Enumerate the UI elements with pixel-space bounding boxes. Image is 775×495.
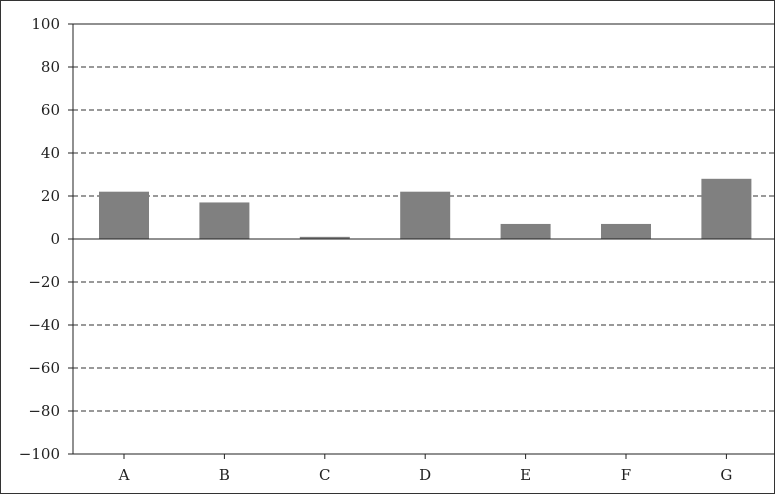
bar-f <box>601 223 651 239</box>
x-tick-label-e: E <box>520 466 531 484</box>
y-tick-label: −20 <box>28 273 60 291</box>
bar-a <box>99 191 149 239</box>
bar-g <box>701 178 752 239</box>
x-tick-label-d: D <box>419 466 431 484</box>
x-tick-label-a: A <box>118 466 130 484</box>
x-tick-labels: A B C D E F G <box>118 466 733 484</box>
y-tick-label: −60 <box>28 359 60 377</box>
bar-c <box>299 236 350 239</box>
y-tick-label: −40 <box>28 316 60 334</box>
y-tick-labels: 100 80 60 40 20 0 −20 −40 −60 −80 −100 <box>19 15 60 463</box>
y-tick-label: 40 <box>41 144 60 162</box>
x-tick-label-g: G <box>720 466 732 484</box>
y-tick-label: 0 <box>50 230 60 248</box>
y-tick-label: 20 <box>41 187 60 205</box>
y-tick-label: 80 <box>41 58 60 76</box>
x-tick-label-b: B <box>219 466 230 484</box>
x-tick-label-f: F <box>621 466 631 484</box>
bar-b <box>199 202 250 239</box>
grid-lines <box>73 66 775 412</box>
y-tick-label: −80 <box>28 402 60 420</box>
y-tick-label: −100 <box>19 445 60 463</box>
bars <box>99 178 752 239</box>
y-tick-label: 60 <box>41 101 60 119</box>
bar-d <box>400 191 451 239</box>
x-tick-label-c: C <box>319 466 330 484</box>
axes <box>68 23 775 459</box>
y-tick-label: 100 <box>31 15 60 33</box>
bar-e <box>500 223 551 239</box>
